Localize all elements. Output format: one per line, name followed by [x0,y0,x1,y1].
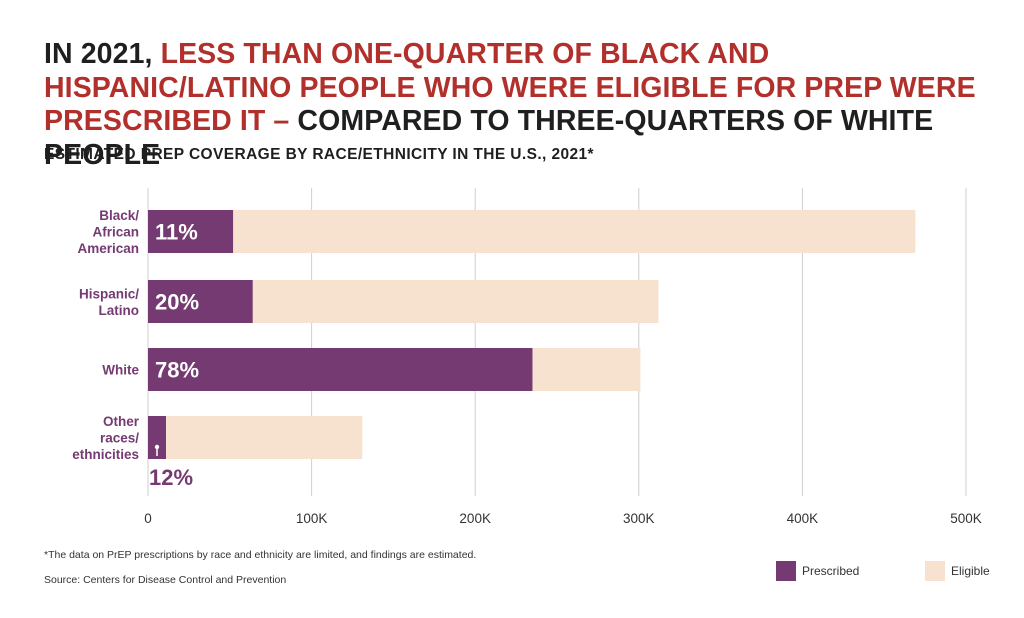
source-note: Source: Centers for Disease Control and … [44,574,287,586]
data-label: 78% [155,358,199,383]
data-label: 20% [155,290,199,315]
data-label: 12% [149,465,193,490]
footnote: *The data on PrEP prescriptions by race … [44,549,477,561]
x-tick-label: 0 [144,511,152,526]
x-tick-label: 300K [623,511,655,526]
category-label: Hispanic/Latino [79,286,139,318]
bar-eligible [148,416,363,459]
x-tick-label: 400K [787,511,819,526]
title-tail: COMPARED TO THREE-QUARTERS OF WHITE PEOP… [44,105,934,171]
chart-subtitle: ESTIMATED PREP COVERAGE BY RACE/ETHNICIT… [44,146,594,163]
x-tick-label: 500K [950,511,982,526]
bar-prescribed [148,280,253,323]
bar-prescribed [148,348,533,391]
x-tick-label: 100K [296,511,328,526]
legend-item-eligible: Eligible [925,561,990,581]
title-highlight: LESS THAN ONE-QUARTER OF BLACK AND HISPA… [44,38,976,137]
bar-prescribed [148,210,234,253]
legend-item-prescribed: Prescribed [776,561,859,581]
data-label-pointer-dot [154,444,160,450]
chart-legend: Prescribed Eligible [776,561,1016,581]
bar-prescribed [148,416,166,459]
title-lead: IN 2021, [44,38,161,70]
category-label: Other races/ethnicities [72,414,140,462]
category-label: Black/African American [77,208,139,256]
category-label: White [102,363,139,378]
legend-label-prescribed: Prescribed [802,564,860,578]
x-tick-label: 200K [459,511,491,526]
data-label: 11% [155,220,198,245]
chart-title: IN 2021, LESS THAN ONE-QUARTER OF BLACK … [44,38,1004,172]
bar-chart: 0 100K 200K 300K 400K 500K Black/African Americ… [72,188,982,526]
legend-label-eligible: Eligible [951,564,990,578]
bar-eligible [148,210,916,253]
legend-swatch-eligible [925,561,945,581]
legend-swatch-prescribed [776,561,796,581]
